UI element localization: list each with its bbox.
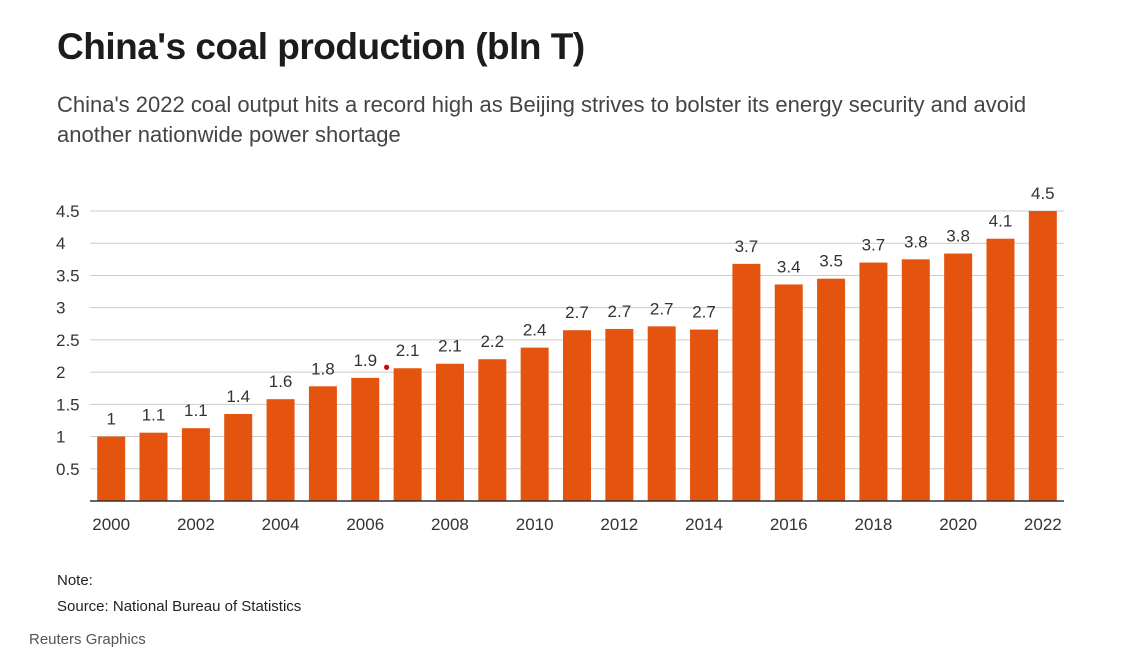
marker-dot [384,364,390,370]
bar [97,436,126,501]
data-label: 2.2 [480,332,504,351]
x-tick-label: 2004 [262,515,300,534]
data-label: 1.4 [226,387,250,406]
y-tick-label: 4 [56,234,65,253]
bar [986,238,1015,501]
data-label: 1.1 [142,406,166,425]
bar [224,414,253,501]
bar [859,262,888,501]
x-tick-label: 2018 [855,515,893,534]
data-label: 2.7 [692,303,716,322]
bar [605,328,634,501]
x-tick-label: 2016 [770,515,808,534]
bar [139,432,168,501]
chart-title: China's coal production (bln T) [57,26,585,67]
data-label: 2.7 [650,299,674,318]
chart-subtitle: China's 2022 coal output hits a record h… [57,92,1027,147]
bar [647,326,676,501]
data-label: 3.8 [904,232,928,251]
bar [351,377,380,501]
y-tick-label: 2 [56,363,65,382]
bar [1028,211,1057,501]
y-tick-label: 0.5 [56,460,80,479]
data-label: 1 [106,410,115,429]
bar [520,347,549,501]
bar [478,359,507,501]
bar-chart: 1 1.1 1.1 1.4 1.6 1.8 1.9 2.1 2.1 2.2 2.4 2.7 2.7 2.7… [56,184,1064,534]
chart-credit: Reuters Graphics [29,631,146,648]
y-tick-label: 3.5 [56,266,80,285]
y-tick-label: 4.5 [56,202,80,221]
y-tick-label: 1.5 [56,395,80,414]
x-tick-label: 2002 [177,515,215,534]
data-label: 1.9 [353,351,377,370]
data-label: 3.7 [735,237,759,256]
x-tick-label: 2022 [1024,515,1062,534]
data-label: 2.1 [396,341,420,360]
data-label: 3.5 [819,252,843,271]
bar [181,428,210,501]
bar [944,253,973,501]
x-tick-label: 2020 [939,515,977,534]
bar [774,284,803,501]
x-tick-label: 2010 [516,515,554,534]
data-label: 3.4 [777,257,801,276]
x-tick-label: 2000 [92,515,130,534]
x-tick-label: 2014 [685,515,723,534]
bar [732,263,761,501]
bar [690,329,719,501]
data-label: 2.4 [523,321,547,340]
bar [266,399,295,501]
y-tick-label: 3 [56,299,65,318]
bars [97,211,1057,501]
x-tick-label: 2012 [600,515,638,534]
bar [901,259,930,501]
data-label: 1.6 [269,372,293,391]
data-label: 1.8 [311,359,335,378]
y-tick-label: 2.5 [56,331,80,350]
x-tick-label: 2008 [431,515,469,534]
data-label: 2.7 [608,302,632,321]
bar [435,363,464,501]
data-labels: 1 1.1 1.1 1.4 1.6 1.8 1.9 2.1 2.1 2.2 2.4 2.7 2.7 2.7… [106,184,1054,429]
bar [817,278,846,501]
chart-note: Note: [57,572,93,589]
data-label: 3.7 [862,236,886,255]
axes: 0.5 1 1.5 2 2.5 3 3.5 4 4.5 2000 2002 2004 2006 2008 2… [56,202,1064,534]
bar [393,368,422,501]
data-label: 4.1 [989,212,1013,231]
x-tick-label: 2006 [346,515,384,534]
data-label: 4.5 [1031,184,1055,203]
data-label: 2.1 [438,337,462,356]
data-label: 1.1 [184,401,208,420]
data-label: 2.7 [565,303,589,322]
bar [563,330,591,501]
bar [308,386,337,501]
y-tick-label: 1 [56,428,65,447]
chart-source: Source: National Bureau of Statistics [57,598,302,615]
data-label: 3.8 [946,227,970,246]
